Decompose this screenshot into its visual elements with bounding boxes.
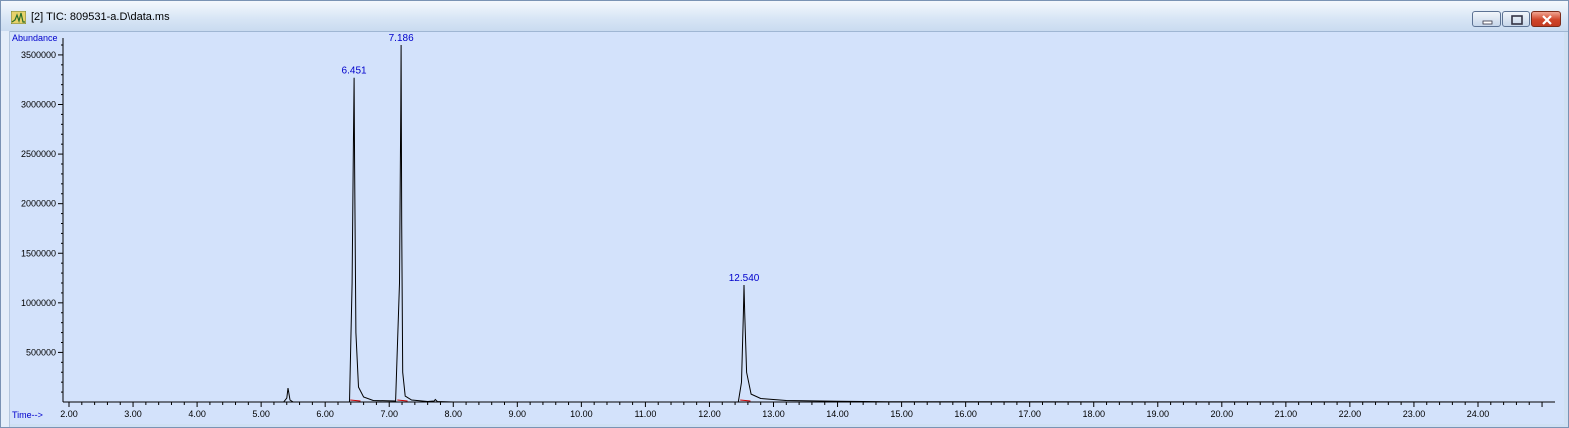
- x-tick-label: 9.00: [509, 409, 527, 419]
- minimize-icon: [1482, 20, 1493, 25]
- window-left-border: [1, 31, 10, 427]
- x-tick-label: 19.00: [1147, 409, 1170, 419]
- x-tick-label: 6.00: [316, 409, 334, 419]
- minimize-button[interactable]: [1472, 11, 1501, 27]
- x-tick-label: 18.00: [1082, 409, 1105, 419]
- x-tick-label: 21.00: [1275, 409, 1298, 419]
- window-title: [2] TIC: 809531-a.D\data.ms: [31, 11, 170, 23]
- title-bar[interactable]: [2] TIC: 809531-a.D\data.ms: [1, 1, 1568, 32]
- x-tick-label: 12.00: [698, 409, 721, 419]
- close-icon: [1542, 15, 1552, 25]
- x-tick-label: 16.00: [954, 409, 977, 419]
- y-tick-label: 1000000: [21, 298, 56, 308]
- x-tick-label: 14.00: [826, 409, 849, 419]
- x-tick-label: 24.00: [1467, 409, 1490, 419]
- close-button[interactable]: [1531, 11, 1561, 27]
- x-tick-label: 5.00: [252, 409, 270, 419]
- y-tick-label: 500000: [26, 347, 56, 357]
- x-tick-label: 3.00: [124, 409, 142, 419]
- y-tick-label: 3500000: [21, 50, 56, 60]
- x-tick-label: 4.00: [188, 409, 206, 419]
- peak-label: 7.186: [389, 33, 414, 44]
- x-tick-label: 8.00: [445, 409, 463, 419]
- chromatogram-plot[interactable]: Abundance Time--> 500000 1000000 1500000 20…: [10, 32, 1564, 424]
- x-tick-label: 23.00: [1403, 409, 1426, 419]
- y-tick-label: 3000000: [21, 100, 56, 110]
- chart-svg: Abundance Time--> 500000 1000000 1500000 20…: [12, 33, 1555, 420]
- peak-baseline-marker: [740, 399, 751, 402]
- x-tick-label: 13.00: [762, 409, 785, 419]
- peak-baseline-marker: [350, 399, 361, 402]
- x-tick-label: 22.00: [1339, 409, 1362, 419]
- x-tick-label: 2.00: [60, 409, 78, 419]
- x-axis-label: Time-->: [12, 410, 43, 420]
- x-tick-label: 20.00: [1211, 409, 1234, 419]
- tic-trace: [65, 44, 1549, 403]
- peak-label: 6.451: [342, 66, 367, 77]
- chromatogram-app-icon: [11, 11, 26, 24]
- y-tick-label: 1500000: [21, 248, 56, 258]
- y-tick-label: 2000000: [21, 199, 56, 209]
- x-tick-label: 17.00: [1018, 409, 1041, 419]
- maximize-icon: [1511, 15, 1523, 25]
- x-tick-label: 10.00: [570, 409, 593, 419]
- peak-baseline-marker: [397, 399, 408, 402]
- maximize-button[interactable]: [1502, 11, 1530, 27]
- x-tick-label: 11.00: [634, 409, 656, 419]
- x-tick-label: 15.00: [890, 409, 913, 419]
- peak-label: 12.540: [729, 273, 760, 284]
- y-axis-label: Abundance: [12, 33, 58, 43]
- y-tick-label: 2500000: [21, 149, 56, 159]
- x-tick-label: 7.00: [380, 409, 398, 419]
